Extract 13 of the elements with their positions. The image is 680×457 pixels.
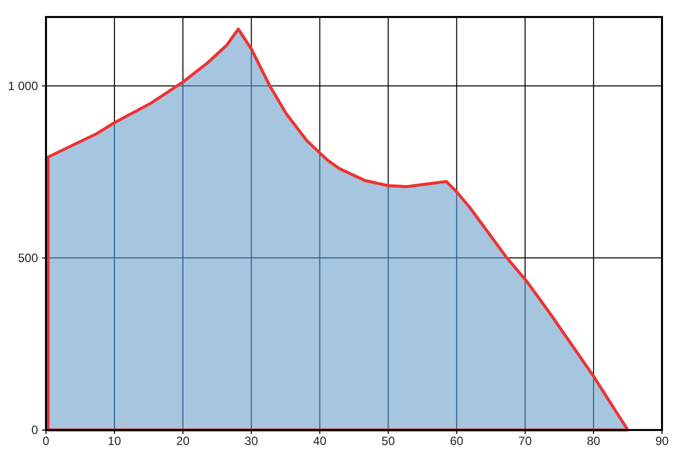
y-tick-label: 500	[18, 251, 38, 266]
y-tick-label: 1 000	[8, 79, 38, 94]
x-tick-label: 0	[42, 434, 50, 448]
x-tick-label: 20	[176, 434, 190, 448]
x-tick-label: 90	[655, 434, 669, 448]
x-tick-label: 80	[586, 434, 601, 448]
x-tick-label: 10	[108, 434, 122, 448]
x-tick-label: 50	[382, 434, 396, 448]
x-tick-label: 30	[244, 434, 258, 448]
y-tick-label: 0	[31, 423, 38, 438]
x-tick-label: 40	[313, 434, 327, 448]
x-tick-label: 70	[518, 434, 532, 448]
x-tick-label: 60	[450, 434, 464, 448]
